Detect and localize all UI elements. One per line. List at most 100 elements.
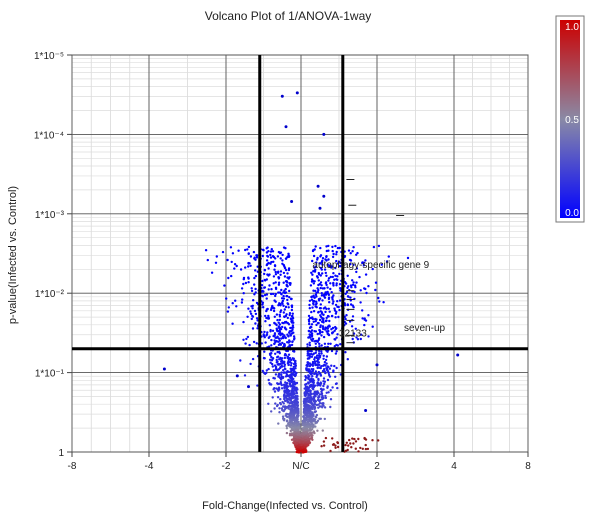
data-point xyxy=(295,392,299,395)
data-point xyxy=(290,329,293,333)
data-point xyxy=(312,352,316,355)
data-point xyxy=(261,248,265,251)
data-point xyxy=(276,318,279,322)
data-point xyxy=(307,425,310,428)
data-point xyxy=(335,259,338,263)
data-point xyxy=(335,282,338,285)
data-point xyxy=(294,359,297,363)
data-point xyxy=(315,420,319,424)
data-point xyxy=(311,434,314,437)
data-point xyxy=(307,381,310,384)
data-point xyxy=(306,427,309,431)
data-point xyxy=(374,288,377,292)
data-point xyxy=(288,312,292,315)
data-point xyxy=(377,439,380,442)
data-point xyxy=(349,252,352,255)
data-point xyxy=(290,380,293,384)
data-point xyxy=(284,247,287,250)
outlier-point xyxy=(284,125,288,129)
data-point xyxy=(319,417,322,420)
data-point xyxy=(286,316,289,320)
data-point xyxy=(300,443,303,447)
data-point xyxy=(338,265,341,268)
data-point xyxy=(293,337,296,340)
data-point xyxy=(351,304,354,307)
data-point xyxy=(269,256,273,259)
data-point xyxy=(292,385,295,388)
data-point xyxy=(265,259,269,262)
data-point xyxy=(315,390,318,393)
data-point xyxy=(345,290,349,294)
data-point xyxy=(276,355,280,358)
data-point xyxy=(282,281,285,284)
data-point xyxy=(330,364,333,367)
data-point xyxy=(317,271,320,275)
data-point xyxy=(267,274,270,277)
outlier-point xyxy=(247,385,250,389)
data-point xyxy=(276,388,279,391)
data-point xyxy=(273,364,277,367)
y-tick-label: 1*10⁻⁵ xyxy=(34,51,64,62)
data-point xyxy=(292,382,295,385)
data-point xyxy=(309,428,312,431)
data-point xyxy=(290,297,293,301)
data-point xyxy=(262,306,265,309)
data-point xyxy=(322,444,326,447)
data-point xyxy=(296,395,299,398)
data-point xyxy=(277,368,281,371)
data-point xyxy=(280,297,284,300)
data-point xyxy=(265,333,269,336)
data-point xyxy=(309,400,312,403)
data-point xyxy=(283,308,286,311)
data-point xyxy=(276,330,279,333)
data-point xyxy=(271,329,275,332)
data-point xyxy=(243,374,247,377)
data-point xyxy=(283,291,287,295)
data-point xyxy=(283,409,286,412)
data-point xyxy=(322,287,326,290)
data-point xyxy=(229,246,233,249)
data-point xyxy=(288,402,291,405)
data-point xyxy=(322,384,325,388)
data-point xyxy=(289,364,293,367)
data-point xyxy=(287,353,291,356)
data-point xyxy=(334,244,337,248)
data-point xyxy=(328,265,331,268)
data-point xyxy=(275,358,278,362)
data-point xyxy=(310,295,313,299)
data-point xyxy=(331,245,334,249)
data-point xyxy=(335,310,338,314)
data-point xyxy=(331,443,335,446)
data-point xyxy=(267,288,270,291)
data-point xyxy=(307,368,311,371)
data-point xyxy=(328,319,331,323)
data-point xyxy=(278,323,282,326)
data-point xyxy=(277,270,280,273)
data-point xyxy=(324,271,327,275)
data-point xyxy=(282,419,286,422)
data-point xyxy=(272,275,276,278)
data-point xyxy=(270,410,273,413)
data-point xyxy=(270,344,273,347)
data-point xyxy=(256,319,259,322)
data-point xyxy=(318,393,322,396)
data-point xyxy=(308,378,311,382)
data-point xyxy=(321,272,324,275)
data-point xyxy=(286,419,289,422)
data-point xyxy=(312,282,315,285)
gene-annotation: autophagy-specific gene 9 xyxy=(312,260,429,271)
data-point xyxy=(306,352,309,355)
data-point xyxy=(321,403,325,406)
data-point xyxy=(283,395,286,399)
data-point xyxy=(348,320,352,323)
data-point xyxy=(336,445,340,449)
data-point xyxy=(309,385,312,388)
data-point xyxy=(352,246,355,249)
data-point xyxy=(323,296,327,299)
data-point xyxy=(289,317,293,320)
data-point xyxy=(328,367,332,370)
data-point xyxy=(273,407,276,410)
data-point xyxy=(292,406,295,409)
data-point xyxy=(332,300,335,303)
data-point xyxy=(364,438,368,441)
